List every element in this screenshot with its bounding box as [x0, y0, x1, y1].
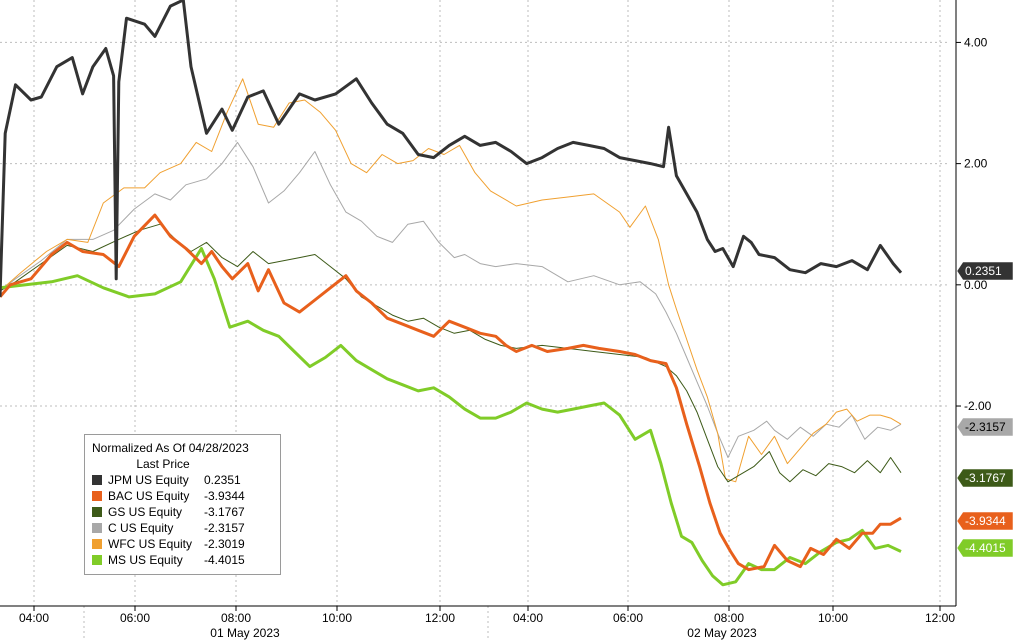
badge-value: -3.1767 — [965, 471, 1006, 485]
x-axis-date-labels: 01 May 2023 02 May 2023 — [210, 626, 757, 640]
badge-shape — [956, 417, 1013, 437]
legend-title: Normalized As Of 04/28/2023 — [92, 441, 249, 455]
legend-entry: C US Equity -2.3157 — [92, 520, 274, 536]
badge-bac: -3.9344 — [956, 511, 1013, 531]
x-tick-label: 04:00 — [19, 611, 49, 625]
x-tick-label: 12:00 — [425, 611, 455, 625]
axes — [0, 0, 961, 611]
legend-swatch — [92, 555, 102, 565]
x-tick-label: 06:00 — [120, 611, 150, 625]
series-line-ms — [0, 247, 902, 587]
legend-entry: WFC US Equity -2.3019 — [92, 536, 274, 552]
series-lines — [0, 0, 903, 587]
legend-series-name: JPM US Equity — [108, 473, 189, 487]
x-tick-label: 04:00 — [513, 611, 543, 625]
legend-swatch — [92, 507, 102, 517]
legend-series-name: GS US Equity — [108, 505, 183, 519]
series-line-gs — [0, 223, 902, 483]
legend-entries: JPM US Equity 0.2351 BAC US Equity -3.9344 G… — [92, 472, 274, 568]
x-tick-label: 08:00 — [221, 611, 251, 625]
x-date-label: 01 May 2023 — [210, 626, 280, 640]
last-price-badges: 0.2351 -2.3157 -3.1767 -3.9344 -4.4015 — [956, 261, 1013, 558]
series-line-jpm — [0, 0, 903, 297]
badge-value: 0.2351 — [965, 264, 1002, 278]
legend-series-name: WFC US Equity — [108, 537, 193, 551]
x-tick-label: 06:00 — [613, 611, 643, 625]
x-tick-label: 10:00 — [818, 611, 848, 625]
x-tick-label: 08:00 — [714, 611, 744, 625]
badge-c: -2.3157 — [956, 417, 1013, 437]
badge-value: -4.4015 — [965, 541, 1006, 555]
y-axis-tick-labels: 4.00 2.00 0.00 -2.00 — [964, 35, 992, 413]
legend-series-name: C US Equity — [108, 521, 174, 535]
legend-last-price: -2.3157 — [204, 521, 245, 535]
legend-series-name: MS US Equity — [108, 553, 183, 567]
legend-entry: JPM US Equity 0.2351 — [92, 472, 274, 488]
x-axis-tick-labels: 04:00 06:00 08:00 10:00 12:00 04:00 06:00 08:00… — [19, 611, 955, 625]
badge-ms: -4.4015 — [956, 538, 1013, 558]
legend-subtitle: Last Price — [136, 457, 190, 471]
badge-gs: -3.1767 — [956, 468, 1013, 488]
legend-swatch — [92, 523, 102, 533]
legend-last-price: -2.3019 — [204, 537, 245, 551]
y-tick-label: 0.00 — [964, 278, 988, 292]
badge-shape — [956, 468, 1013, 488]
legend-last-price: -4.4015 — [204, 553, 245, 567]
legend-swatch — [92, 491, 102, 501]
legend-series-name: BAC US Equity — [108, 489, 190, 503]
badge-jpm: 0.2351 — [956, 261, 1013, 281]
badge-shape — [956, 511, 1013, 531]
x-tick-label: 10:00 — [322, 611, 352, 625]
legend-last-price: 0.2351 — [204, 473, 241, 487]
y-tick-label: 2.00 — [964, 157, 988, 171]
y-tick-label: 4.00 — [964, 35, 988, 49]
badge-shape — [956, 261, 1013, 281]
legend-last-price: -3.9344 — [204, 489, 245, 503]
legend-swatch — [92, 475, 102, 485]
legend-entry: BAC US Equity -3.9344 — [92, 488, 274, 504]
y-tick-label: -2.00 — [964, 399, 992, 413]
series-line-bac — [0, 213, 902, 572]
x-date-label: 02 May 2023 — [687, 626, 757, 640]
badge-value: -2.3157 — [965, 420, 1006, 434]
legend-last-price: -3.1767 — [204, 505, 245, 519]
legend-swatch — [92, 539, 102, 549]
x-tick-label: 12:00 — [925, 611, 955, 625]
legend-entry: MS US Equity -4.4015 — [92, 552, 274, 568]
series-line-wfc — [0, 78, 902, 483]
badge-value: -3.9344 — [965, 514, 1006, 528]
series-line-c — [0, 141, 902, 458]
legend: Normalized As Of 04/28/2023 Last Price J… — [84, 434, 281, 575]
legend-entry: GS US Equity -3.1767 — [92, 504, 274, 520]
badge-shape — [956, 538, 1013, 558]
